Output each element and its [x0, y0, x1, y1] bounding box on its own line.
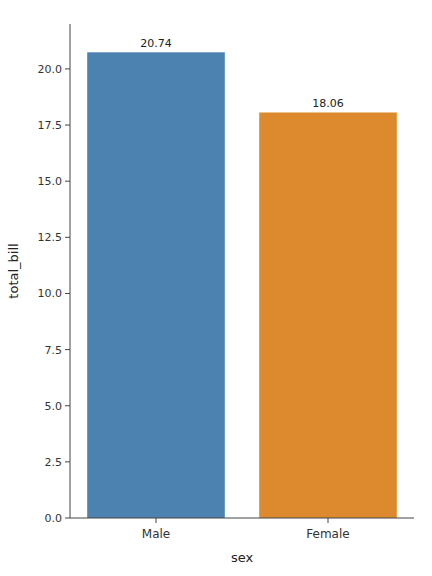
x-axis-label: sex	[231, 550, 254, 565]
x-tick-label: Female	[306, 527, 349, 541]
x-tick-label: Male	[142, 527, 170, 541]
chart-container: 0.0 2.5 5.0 7.5 10.0 12.5 15.0 17.5 20.0 20.74 18.…	[0, 0, 432, 576]
y-axis-line	[70, 24, 71, 518]
y-tick-label: 10.0	[38, 287, 63, 300]
data-labels: 20.74 18.06	[140, 37, 344, 110]
y-tick	[65, 125, 70, 126]
bars	[87, 52, 397, 518]
chart: 0.0 2.5 5.0 7.5 10.0 12.5 15.0 17.5 20.0 20.74 18.…	[0, 0, 432, 576]
y-tick	[65, 518, 70, 519]
y-tick-label: 17.5	[38, 119, 63, 132]
y-axis-label: total_bill	[6, 243, 21, 298]
y-tick-label: 2.5	[45, 456, 63, 469]
y-tick-label: 20.0	[38, 63, 63, 76]
y-tick	[65, 349, 70, 350]
y-tick-label: 5.0	[45, 400, 63, 413]
y-tick	[65, 68, 70, 69]
y-tick-label: 12.5	[38, 231, 63, 244]
y-tick	[65, 405, 70, 406]
x-axis: Male Female	[142, 518, 350, 541]
data-label: 20.74	[140, 37, 172, 50]
x-tick	[156, 518, 157, 523]
bar	[87, 52, 225, 518]
bar	[259, 112, 397, 518]
y-tick-label: 15.0	[38, 175, 63, 188]
y-tick	[65, 293, 70, 294]
y-axis: 0.0 2.5 5.0 7.5 10.0 12.5 15.0 17.5 20.0	[38, 63, 71, 525]
y-tick	[65, 461, 70, 462]
y-tick	[65, 181, 70, 182]
data-label: 18.06	[312, 97, 344, 110]
y-tick-label: 7.5	[45, 344, 63, 357]
x-axis-line	[70, 518, 414, 519]
y-tick-label: 0.0	[45, 512, 63, 525]
x-tick	[328, 518, 329, 523]
y-tick	[65, 237, 70, 238]
